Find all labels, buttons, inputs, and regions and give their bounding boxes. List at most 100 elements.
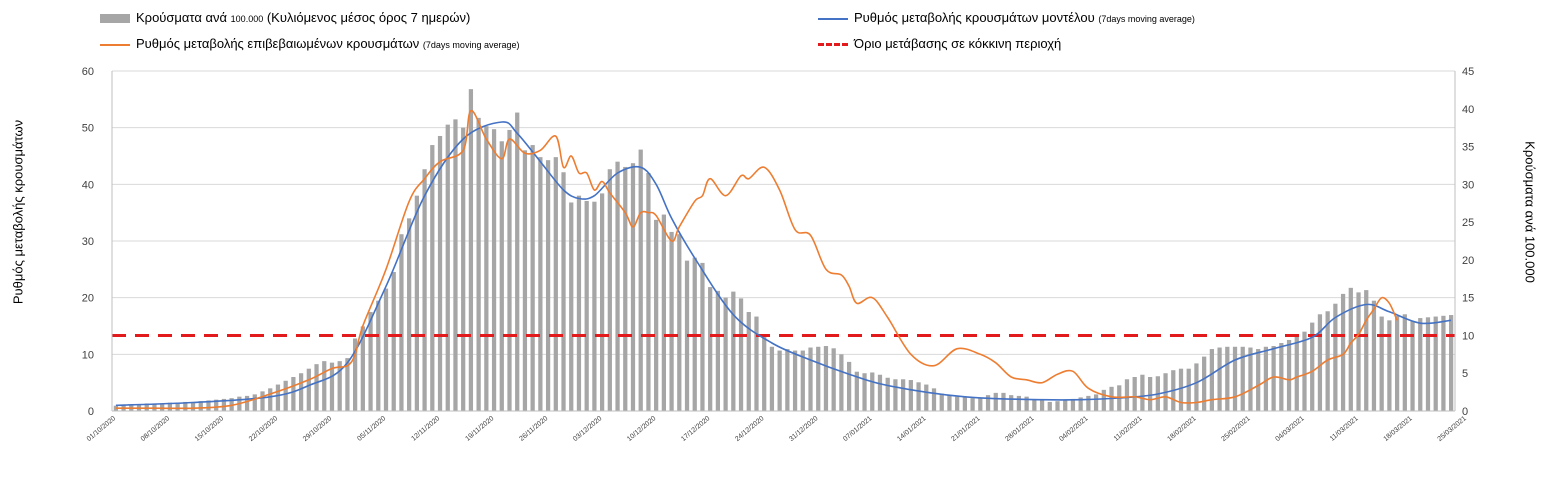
bar [206, 400, 211, 411]
bar [360, 326, 365, 411]
bar [322, 361, 327, 411]
bar [268, 388, 273, 411]
line-series [115, 109, 1452, 410]
bar [1394, 315, 1400, 411]
legend-label-threshold: Όριο μετάβασης σε κόκκινη περιοχή [854, 36, 1062, 51]
bar [754, 316, 759, 411]
bar [1016, 395, 1022, 411]
bar [1271, 346, 1276, 411]
legend-item-observed: Ρυθμός μεταβολής επιβεβαιωμένων κρουσμάτ… [100, 36, 519, 51]
bar [846, 361, 852, 411]
bar [306, 368, 311, 411]
bar [190, 401, 196, 411]
y-right-tick-label: 45 [1462, 66, 1474, 78]
legend-label-cases-rest: (Κυλιόμενος μέσος όρος 7 ημερών) [266, 10, 471, 25]
bar [908, 380, 913, 411]
bar [167, 402, 173, 411]
bar [931, 388, 937, 411]
x-tick-label: 31/12/2020 [788, 415, 819, 443]
bar [422, 169, 427, 411]
bar [1024, 396, 1029, 411]
bar [160, 403, 165, 411]
bar [553, 157, 558, 411]
bar [592, 201, 597, 411]
x-tick-label: 11/03/2021 [1329, 415, 1360, 443]
bar [1310, 322, 1315, 411]
x-tick-label: 14/01/2021 [896, 415, 927, 443]
bar [1209, 349, 1214, 411]
bar [298, 373, 304, 411]
bar [599, 193, 605, 411]
bar [329, 362, 335, 411]
bar [607, 169, 612, 411]
bar [1425, 317, 1431, 411]
x-tick-label: 01/10/2020 [86, 415, 117, 443]
bar [1410, 321, 1415, 411]
bar [507, 129, 512, 411]
bar [870, 372, 875, 411]
bar [252, 394, 257, 411]
x-tick-label: 26/11/2020 [518, 415, 549, 443]
bar [1032, 399, 1037, 411]
bar [152, 403, 157, 411]
bar [453, 119, 458, 411]
bar [762, 334, 767, 411]
bar [970, 398, 975, 411]
bar [885, 377, 890, 411]
bar [1402, 314, 1407, 411]
bar [1441, 315, 1446, 411]
bar [1086, 395, 1091, 411]
model-rate-line [115, 121, 1452, 407]
bar [468, 89, 474, 411]
y-right-tick-label: 25 [1462, 217, 1474, 229]
bar [491, 129, 497, 411]
bar [792, 350, 798, 411]
bar [831, 348, 836, 411]
bar [746, 312, 751, 411]
bar [1317, 314, 1323, 411]
bar [113, 405, 118, 411]
bar [383, 288, 389, 411]
bar [1348, 287, 1353, 411]
y-right-tick-label: 35 [1462, 142, 1474, 154]
bar [1217, 347, 1222, 411]
bar [376, 300, 381, 411]
bar [1055, 401, 1060, 411]
legend-item-cases: Κρούσματα ανά 100.000 (Κυλιόμενος μέσος … [100, 10, 470, 25]
bar [1078, 397, 1083, 411]
x-tick-label: 17/12/2020 [680, 415, 711, 443]
bar [484, 126, 489, 412]
bar [1240, 346, 1245, 411]
bar [1294, 336, 1299, 411]
y-right-tick-label: 20 [1462, 255, 1474, 267]
x-tick-label: 28/01/2021 [1004, 415, 1035, 443]
bar [939, 393, 944, 411]
bar [1124, 379, 1130, 411]
bar [144, 403, 149, 411]
bar [955, 396, 960, 411]
bar [1433, 316, 1438, 411]
bar [314, 364, 319, 411]
bar [816, 346, 821, 411]
bar [769, 346, 775, 411]
y-left-tick-label: 40 [82, 179, 94, 191]
bar [715, 290, 721, 411]
y-left-tick-label: 60 [82, 66, 94, 78]
x-tick-label: 03/12/2020 [572, 415, 603, 443]
bar [661, 214, 666, 411]
bar [407, 218, 412, 411]
bar [800, 350, 805, 411]
bar [1047, 401, 1052, 411]
bar [576, 195, 582, 411]
bar [808, 347, 813, 411]
bar [1325, 311, 1330, 411]
bar [1063, 400, 1068, 411]
bar [345, 358, 350, 411]
bar [545, 160, 551, 411]
bar [615, 161, 620, 411]
bar [183, 401, 188, 411]
bar [214, 399, 219, 411]
bar [476, 117, 481, 411]
bar [862, 373, 867, 411]
x-tick-label: 07/01/2021 [842, 415, 873, 443]
